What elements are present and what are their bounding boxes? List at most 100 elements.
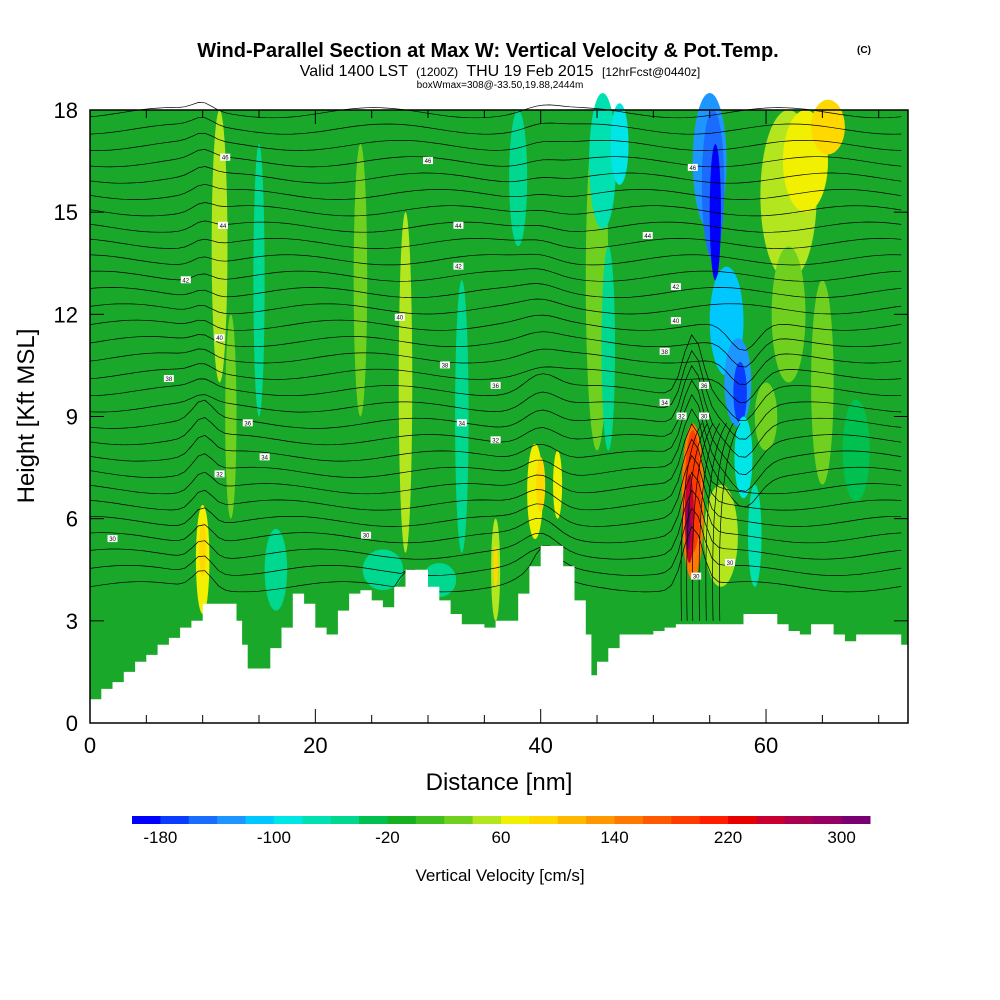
contour-label: 38 xyxy=(163,375,174,383)
theta-contour xyxy=(89,526,902,593)
theta-contour xyxy=(89,349,902,440)
colorbar-tick-label: -100 xyxy=(257,828,291,847)
contour-label: 36 xyxy=(242,419,253,427)
contour-label: 42 xyxy=(180,276,191,284)
velocity-region xyxy=(536,457,546,512)
contour-label-text: 40 xyxy=(397,316,404,322)
colorbar-tick-label: -20 xyxy=(375,828,400,847)
colorbar-swatch xyxy=(217,816,247,824)
y-tick-label: 12 xyxy=(54,302,78,327)
x-tick-label: 60 xyxy=(754,733,778,758)
contour-label-text: 30 xyxy=(727,561,734,567)
colorbar-swatch xyxy=(671,816,701,824)
velocity-region xyxy=(553,450,563,519)
velocity-region xyxy=(509,110,528,247)
subtitle-valid: Valid 1400 LST xyxy=(300,63,408,80)
colorbar-swatch xyxy=(841,816,871,824)
theta-contour xyxy=(89,183,902,200)
contour-label-text: 36 xyxy=(492,384,499,390)
contour-label: 42 xyxy=(670,283,681,291)
colorbar-swatch xyxy=(472,816,502,824)
y-tick-label: 9 xyxy=(66,405,78,430)
contour-label-text: 36 xyxy=(701,384,708,390)
colorbar-swatch xyxy=(642,816,672,824)
colorbar-swatch xyxy=(273,816,303,824)
theta-contour xyxy=(89,423,902,495)
contour-label: 44 xyxy=(642,232,653,240)
contour-label: 32 xyxy=(676,412,687,421)
chart-title-mark: (C) xyxy=(857,45,871,56)
theta-contour xyxy=(89,507,902,576)
velocity-region xyxy=(493,545,498,587)
colorbar-tick-label: 300 xyxy=(827,828,855,847)
theta-contour xyxy=(705,423,727,621)
theta-contour xyxy=(89,334,902,422)
theta-contour xyxy=(89,102,902,119)
theta-contour xyxy=(89,202,902,217)
contour-label: 30 xyxy=(361,531,372,540)
contour-label-text: 44 xyxy=(644,234,651,240)
x-tick-label: 40 xyxy=(528,733,552,758)
contour-label: 40 xyxy=(394,313,405,322)
colorbar-swatch xyxy=(245,816,275,824)
chart-title: Wind-Parallel Section at Max W: Vertical… xyxy=(197,40,778,62)
theta-contour xyxy=(89,363,902,403)
colorbar-swatch xyxy=(444,816,474,824)
velocity-region xyxy=(398,212,413,553)
y-tick-label: 3 xyxy=(66,609,78,634)
contour-label-text: 38 xyxy=(166,377,173,383)
theta-contour xyxy=(89,393,902,492)
theta-contour xyxy=(89,238,902,249)
colorbar-swatch xyxy=(387,816,417,824)
contour-label: 30 xyxy=(691,572,702,581)
theta-contour xyxy=(89,438,902,511)
contour-label-text: 30 xyxy=(701,415,708,421)
velocity-region xyxy=(455,280,469,553)
y-tick-label: 6 xyxy=(66,507,78,532)
theta-contour xyxy=(691,423,714,621)
subtitle-date: THU 19 Feb 2015 xyxy=(466,63,593,80)
velocity-region xyxy=(754,382,778,451)
contour-label-text: 30 xyxy=(363,534,370,540)
colorbar-swatch xyxy=(813,816,843,824)
velocity-region xyxy=(211,110,228,383)
contour-label: 46 xyxy=(220,153,231,162)
contour-label: 34 xyxy=(259,453,270,461)
colorbar-swatch xyxy=(756,816,786,824)
contour-label-text: 34 xyxy=(458,421,465,427)
x-axis-label: Distance [nm] xyxy=(426,769,573,796)
contour-label-text: 42 xyxy=(182,278,189,284)
contour-label-text: 44 xyxy=(220,224,227,230)
theta-contour xyxy=(680,423,703,621)
contour-label: 42 xyxy=(453,262,464,271)
colorbar-swatch xyxy=(529,816,559,824)
theta-contour xyxy=(719,423,741,621)
velocity-region xyxy=(353,144,368,417)
y-axis-label: Height [Kft MSL] xyxy=(13,329,40,504)
contour-label-text: 32 xyxy=(216,472,223,478)
contour-label: 44 xyxy=(453,221,464,230)
colorbar-swatch xyxy=(302,816,332,824)
theta-contour xyxy=(89,253,902,266)
theta-contour xyxy=(89,471,902,544)
contour-label-text: 30 xyxy=(109,537,116,543)
contour-label: 30 xyxy=(724,558,735,567)
theta-contour xyxy=(89,489,902,560)
velocity-region xyxy=(811,280,834,485)
velocity-region xyxy=(709,144,721,281)
contour-label-text: 46 xyxy=(689,166,696,172)
plot-area: 46 46 46 44 44 44 42 42 42 40 40 40 38 38 38 36 36 36 34 34… xyxy=(89,92,909,724)
colorbar-tick-label: 140 xyxy=(600,828,628,847)
chart-subtitle: Valid 1400 LST (1200Z) THU 19 Feb 2015 [… xyxy=(300,63,700,80)
contour-label: 46 xyxy=(687,163,698,172)
theta-contour xyxy=(89,331,902,368)
contour-label: 36 xyxy=(699,381,710,390)
contour-label-text: 40 xyxy=(673,319,680,325)
colorbar-swatch xyxy=(132,816,161,824)
velocity-region xyxy=(589,92,617,230)
velocity-region xyxy=(771,246,806,383)
contour-label-text: 38 xyxy=(442,363,449,369)
contour-label-text: 44 xyxy=(455,224,462,230)
theta-contour xyxy=(698,423,721,621)
